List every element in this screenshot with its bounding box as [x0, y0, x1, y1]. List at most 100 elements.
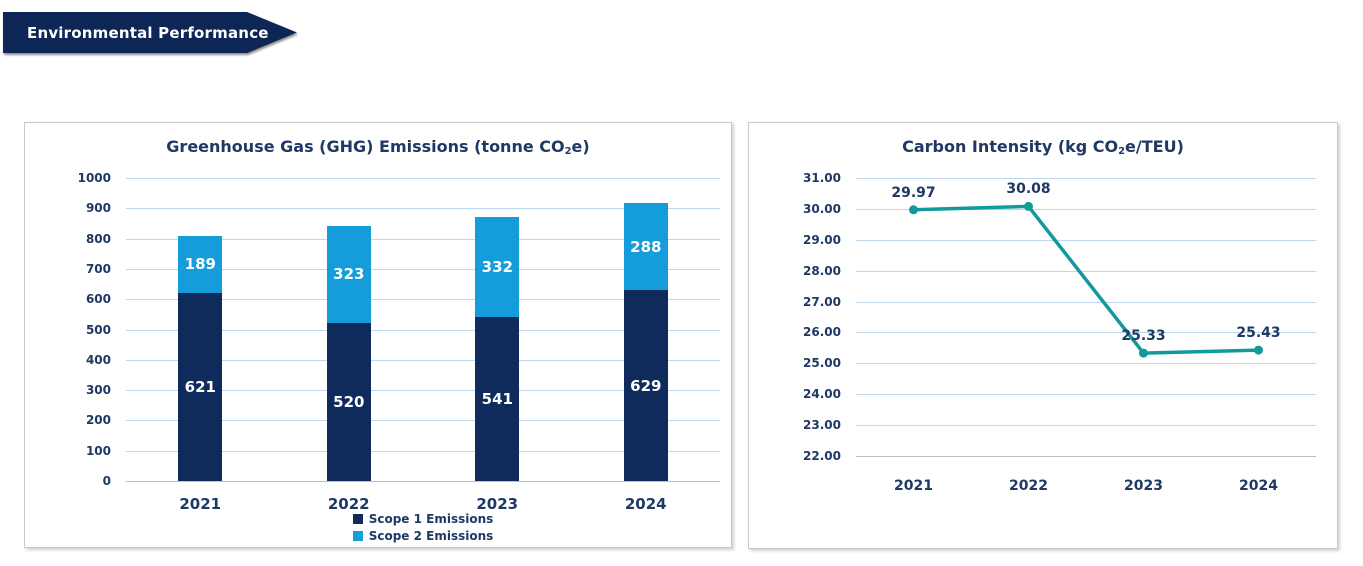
bar-value-label: 541 — [481, 390, 513, 409]
x-axis-label: 2021 — [179, 495, 222, 513]
bar-value-label: 288 — [630, 237, 662, 256]
y-axis-tick-label: 0 — [102, 474, 111, 488]
data-point-label: 25.33 — [1121, 328, 1166, 345]
carbon-intensity-chart-panel: Carbon Intensity (kg CO2e/TEU) 22.00 23.0… — [748, 122, 1338, 549]
data-point-label: 30.08 — [1006, 181, 1051, 198]
gridline — [126, 178, 720, 179]
x-axis-line — [126, 481, 720, 482]
gridline — [856, 239, 1316, 241]
x-axis-label: 2023 — [1124, 478, 1163, 494]
y-axis-tick-label: 400 — [85, 352, 111, 367]
bar-value-label: 629 — [630, 376, 662, 395]
carbon-plot-area: 22.00 23.00 24.00 25.00 26.00 27.00 28.00 29.00… — [803, 171, 1316, 494]
x-axis-label: 2023 — [476, 495, 519, 513]
y-axis-tick-label: 500 — [85, 322, 111, 337]
gridline — [126, 390, 720, 392]
bar-value-label: 520 — [333, 393, 365, 412]
data-point-marker — [909, 205, 918, 215]
gridline — [856, 301, 1316, 303]
ghg-chart-title-suffix: e) — [571, 137, 590, 156]
data-point-label: 25.43 — [1236, 325, 1281, 342]
ghg-legend: Scope 1 Emissions Scope 2 Emissions — [126, 511, 720, 543]
scope2-legend-label: Scope 2 Emissions — [368, 528, 494, 543]
y-axis-tick-label: 28.00 — [803, 263, 841, 278]
y-axis-tick-label: 25.00 — [803, 356, 841, 371]
y-axis-tick-label: 26.00 — [803, 325, 841, 340]
bar-value-label: 189 — [184, 255, 216, 274]
bar-segment-scope2: 189 — [178, 235, 223, 293]
data-point-label: 29.97 — [891, 184, 936, 201]
y-axis-tick-label: 900 — [85, 201, 111, 216]
banner-title: Environmental Performance — [27, 23, 269, 42]
bar-segment-scope1: 621 — [178, 292, 223, 481]
ghg-emissions-chart-panel: Greenhouse Gas (GHG) Emissions (tonne CO… — [24, 122, 732, 548]
gridline — [856, 394, 1316, 396]
bar-segment-scope2: 288 — [623, 203, 668, 291]
ghg-chart-title: Greenhouse Gas (GHG) Emissions (tonne CO… — [25, 137, 731, 157]
gridline — [856, 363, 1316, 365]
bar-value-label: 332 — [481, 257, 513, 276]
gridline — [856, 332, 1316, 334]
ghg-chart-title-subscript: 2 — [564, 146, 572, 158]
gridline — [126, 238, 720, 240]
x-axis-label: 2022 — [327, 495, 370, 513]
ghg-chart-title-text: Greenhouse Gas (GHG) Emissions (tonne CO — [166, 137, 565, 156]
carbon-intensity-line-series — [909, 201, 1263, 358]
ghg-legend-items: Scope 1 Emissions Scope 2 Emissions — [352, 511, 494, 543]
data-point-marker — [1139, 348, 1148, 358]
y-axis-tick-label: 23.00 — [803, 418, 841, 433]
bar-segment-scope1: 629 — [623, 290, 668, 481]
section-banner: Environmental Performance — [3, 12, 297, 53]
y-axis-tick-label: 31.00 — [803, 171, 841, 185]
carbon-chart-title-suffix: e/TEU) — [1125, 137, 1184, 156]
legend-item-scope2: Scope 2 Emissions — [352, 528, 494, 543]
bar-segment-scope1: 541 — [475, 317, 520, 481]
scope1-swatch-icon — [352, 513, 363, 524]
y-axis-tick-label: 700 — [85, 261, 111, 276]
gridline — [126, 268, 720, 270]
y-axis-tick-label: 27.00 — [803, 294, 841, 309]
x-axis-label: 2024 — [1239, 478, 1278, 494]
y-axis-tick-label: 22.00 — [803, 449, 841, 463]
banner-arrow-shape: Environmental Performance — [3, 12, 297, 53]
carbon-chart-title-subscript: 2 — [1118, 146, 1126, 158]
bar-value-label: 323 — [333, 265, 365, 284]
bar-segment-scope1: 520 — [326, 323, 371, 481]
x-axis-label: 2024 — [624, 495, 667, 513]
scope2-swatch-icon — [352, 530, 363, 541]
gridline — [126, 208, 720, 210]
gridline — [856, 178, 1316, 179]
gridline — [126, 420, 720, 422]
y-axis-tick-label: 24.00 — [803, 387, 841, 402]
scope1-legend-label: Scope 1 Emissions — [368, 511, 494, 526]
y-axis-tick-label: 200 — [85, 413, 111, 428]
x-axis-line — [856, 456, 1316, 457]
gridline — [856, 208, 1316, 210]
data-point-marker — [1024, 201, 1033, 211]
y-axis-tick-label: 1000 — [77, 171, 111, 185]
ghg-plot-area: 0 100 200 300 400 500 600 700 800 900 1000 2021 2022… — [78, 171, 720, 513]
y-axis-tick-label: 600 — [85, 292, 111, 307]
bar-value-label: 621 — [184, 377, 216, 396]
legend-item-scope1: Scope 1 Emissions — [352, 511, 494, 526]
y-axis-tick-label: 100 — [85, 443, 111, 458]
y-axis-tick-label: 300 — [85, 383, 111, 398]
gridline — [856, 425, 1316, 427]
gridline — [856, 270, 1316, 272]
carbon-chart-title-text: Carbon Intensity (kg CO — [902, 137, 1119, 156]
data-point-marker — [1254, 345, 1263, 355]
x-axis-label: 2021 — [894, 478, 933, 494]
gridline — [126, 329, 720, 331]
carbon-chart-title: Carbon Intensity (kg CO2e/TEU) — [749, 137, 1337, 157]
x-axis-label: 2022 — [1009, 478, 1048, 494]
y-axis-tick-label: 30.00 — [803, 201, 841, 216]
y-axis-tick-label: 29.00 — [803, 232, 841, 247]
bar-segment-scope2: 332 — [475, 216, 520, 318]
y-axis-tick-label: 800 — [85, 231, 111, 246]
gridline — [126, 359, 720, 361]
bar-segment-scope2: 323 — [326, 225, 371, 324]
gridline — [126, 450, 720, 452]
line-path — [911, 204, 1261, 355]
gridline — [126, 299, 720, 301]
